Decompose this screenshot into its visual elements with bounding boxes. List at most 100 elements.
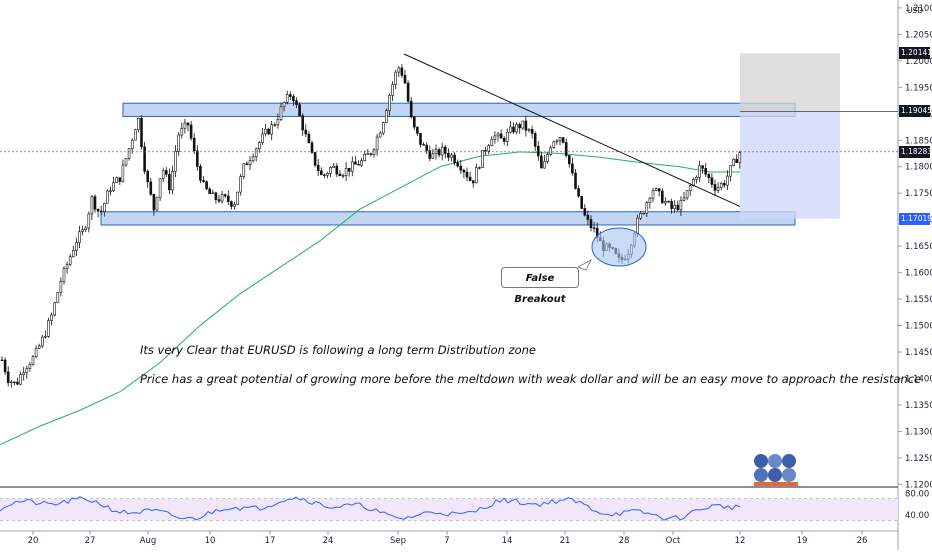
time-tick-label: 17 <box>265 536 276 546</box>
candle-body <box>199 165 202 181</box>
candle-body <box>6 371 10 383</box>
candle-body <box>22 372 26 375</box>
price-tick-label: 1.15000 <box>905 322 932 332</box>
candle-body <box>152 194 156 211</box>
candle-body <box>667 201 670 203</box>
candle-body <box>536 145 540 157</box>
candle-body <box>72 250 75 257</box>
candle-body <box>62 267 66 282</box>
candle-body <box>657 188 661 192</box>
candle-body <box>574 172 577 189</box>
price-tick-label: 1.13500 <box>905 401 932 411</box>
candle-body <box>636 217 639 235</box>
candle-body <box>540 155 543 169</box>
candle-body <box>239 176 242 193</box>
candle-body <box>40 336 44 347</box>
candle-body <box>673 204 677 209</box>
candle-body <box>319 170 323 176</box>
candle-body <box>716 187 720 191</box>
analysis-text-line-1: Its very Clear that EURUSD is following … <box>140 343 536 357</box>
candle-body <box>137 118 140 131</box>
candle-body <box>713 184 717 191</box>
candle-body <box>254 148 258 158</box>
candle-body <box>217 199 221 202</box>
candle-body <box>323 174 326 176</box>
candle-body <box>282 101 286 108</box>
candle-body <box>589 219 593 228</box>
candle-body <box>34 347 38 358</box>
candle-body <box>505 131 509 142</box>
candle-body <box>527 129 531 131</box>
logo-icon <box>754 454 798 486</box>
candle-body <box>428 150 432 159</box>
candle-body <box>261 133 264 143</box>
rsi-tick-label: 40.00 <box>905 511 929 521</box>
candle-body <box>335 165 339 175</box>
candle-body <box>530 129 534 134</box>
time-tick-label: 28 <box>619 536 630 546</box>
candle-body <box>502 137 506 142</box>
candle-body <box>394 71 398 85</box>
candle-body <box>28 364 32 369</box>
candle-body <box>738 152 742 163</box>
candle-body <box>248 160 252 166</box>
candle-body <box>310 142 314 153</box>
candle-body <box>37 345 41 349</box>
price-tick-label: 1.20000 <box>905 57 932 67</box>
candle-body <box>490 138 494 146</box>
price-tick-label: 1.12000 <box>905 480 932 490</box>
rsi-band <box>0 498 898 521</box>
candle-body <box>369 153 373 155</box>
candle-body <box>68 256 72 265</box>
candle-body <box>202 179 205 182</box>
candle-body <box>660 190 664 204</box>
price-tag: 1.18283 <box>899 145 932 158</box>
candle-body <box>388 95 391 111</box>
candle-body <box>583 208 587 216</box>
candle-body <box>726 175 729 186</box>
candle-body <box>465 171 469 178</box>
candle-body <box>44 336 47 338</box>
candle-body <box>722 183 726 186</box>
time-tick-label: 21 <box>560 536 571 546</box>
candle-body <box>512 126 515 133</box>
candle-body <box>127 148 131 159</box>
candle-body <box>549 147 553 155</box>
candle-body <box>307 133 311 144</box>
candle-body <box>177 134 180 152</box>
time-tick-label: 19 <box>797 536 808 546</box>
candle-body <box>496 133 500 137</box>
candle-body <box>571 163 574 174</box>
candle-body <box>406 82 410 102</box>
time-tick-label: 14 <box>502 536 513 546</box>
price-tag: 1.17019 <box>899 212 932 225</box>
candle-body <box>143 146 146 172</box>
candle-body <box>332 165 336 168</box>
candle-body <box>400 67 404 76</box>
candle-body <box>149 181 153 195</box>
candle-body <box>440 146 444 156</box>
candle-body <box>115 177 118 183</box>
candle-body <box>735 158 739 163</box>
candle-body <box>124 158 128 166</box>
candle-body <box>664 201 667 204</box>
candle-body <box>710 177 714 185</box>
candle-body <box>171 171 174 191</box>
candle-body <box>561 137 565 143</box>
candle-body <box>385 110 388 123</box>
candle-body <box>257 142 261 150</box>
time-tick-label: Oct <box>666 536 681 546</box>
price-tick-label: 1.19500 <box>905 83 932 93</box>
candle-body <box>31 356 35 365</box>
price-tick-label: 1.20500 <box>905 30 932 40</box>
target-zone <box>740 53 840 112</box>
candle-body <box>288 94 292 97</box>
false-breakout-ellipse <box>591 227 647 267</box>
candle-body <box>205 181 208 190</box>
price-tick-label: 1.16000 <box>905 269 932 279</box>
candle-body <box>357 163 360 166</box>
candle-body <box>146 171 149 183</box>
candle-body <box>189 124 193 139</box>
price-tick-label: 1.17500 <box>905 189 932 199</box>
